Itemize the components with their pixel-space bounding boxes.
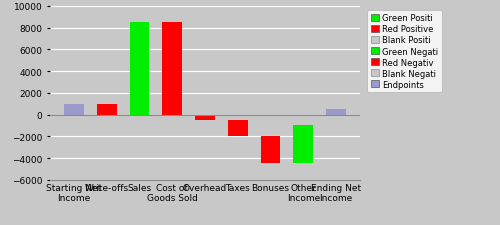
Bar [97,104,116,115]
Bar [130,23,150,115]
Bar [64,104,84,115]
Bar [260,137,280,164]
Bar [195,115,215,120]
Bar [228,120,248,137]
Bar [294,126,313,164]
Legend: Green Positi, Red Positive, Blank Positi, Green Negati, Red Negativ, Blank Negat: Green Positi, Red Positive, Blank Positi… [368,11,442,93]
Bar [326,110,346,115]
Bar [162,23,182,115]
